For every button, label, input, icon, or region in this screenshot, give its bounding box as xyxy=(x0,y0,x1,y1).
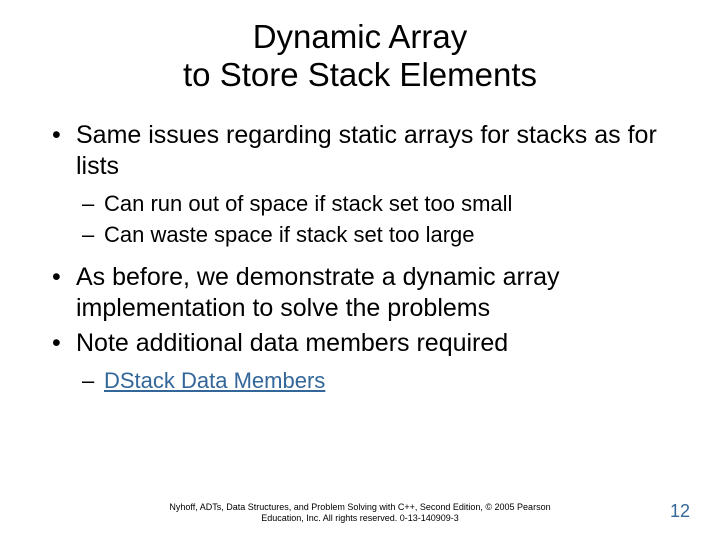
bullet-1-text: Same issues regarding static arrays for … xyxy=(76,121,657,180)
bullet-3: Note additional data members required DS… xyxy=(48,328,672,396)
footer-line-1: Nyhoff, ADTs, Data Structures, and Probl… xyxy=(169,502,550,512)
bullet-1-sub-1: Can run out of space if stack set too sm… xyxy=(76,190,672,219)
slide-container: Dynamic Array to Store Stack Elements Sa… xyxy=(0,0,720,540)
bullet-2-text: As before, we demonstrate a dynamic arra… xyxy=(76,263,560,322)
page-number: 12 xyxy=(670,501,690,522)
bullet-3-sub-1: DStack Data Members xyxy=(76,367,672,396)
bullet-1-sub-2: Can waste space if stack set too large xyxy=(76,221,672,250)
bullet-list: Same issues regarding static arrays for … xyxy=(48,120,672,396)
bullet-1-sublist: Can run out of space if stack set too sm… xyxy=(76,190,672,249)
slide-title: Dynamic Array to Store Stack Elements xyxy=(48,18,672,94)
bullet-1: Same issues regarding static arrays for … xyxy=(48,120,672,250)
bullet-1-sub-1-text: Can run out of space if stack set too sm… xyxy=(104,191,512,216)
dstack-link[interactable]: DStack Data Members xyxy=(104,368,325,393)
bullet-3-sublist: DStack Data Members xyxy=(76,367,672,396)
bullet-2: As before, we demonstrate a dynamic arra… xyxy=(48,262,672,325)
footer-line-2: Education, Inc. All rights reserved. 0-1… xyxy=(261,513,459,523)
footer-citation: Nyhoff, ADTs, Data Structures, and Probl… xyxy=(0,502,720,524)
bullet-3-text: Note additional data members required xyxy=(76,329,508,357)
title-line-2: to Store Stack Elements xyxy=(183,56,537,93)
slide-content: Same issues regarding static arrays for … xyxy=(48,120,672,396)
title-line-1: Dynamic Array xyxy=(253,18,468,55)
bullet-1-sub-2-text: Can waste space if stack set too large xyxy=(104,222,475,247)
